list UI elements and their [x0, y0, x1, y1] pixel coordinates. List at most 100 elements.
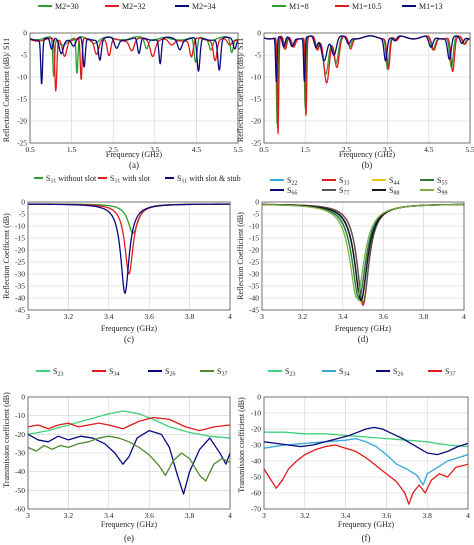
x-axis-label-f: Frequency (GHz) — [338, 520, 395, 529]
series-line-M2=32 — [29, 37, 239, 92]
x-tick-label: 5.5 — [233, 145, 243, 154]
plot-area-a — [29, 36, 239, 92]
series-line-M1=8 — [263, 35, 471, 125]
plot-area-c — [27, 203, 231, 294]
y-tick-label: -70 — [251, 505, 261, 514]
y-tick-label: -60 — [15, 505, 25, 514]
y-tick-label: -45 — [15, 306, 25, 315]
x-tick-label: 3.6 — [145, 511, 155, 520]
y-tick-label: -10 — [251, 73, 261, 82]
series-line-M1=13 — [263, 35, 471, 83]
series-line-S55 — [261, 203, 465, 299]
y-tick-label: -25 — [249, 258, 259, 267]
y-tick-label: -20 — [251, 425, 261, 434]
x-tick-label: 3.8 — [419, 312, 429, 321]
y-tick-label: -10 — [249, 222, 259, 231]
grid-f — [263, 396, 469, 510]
legend-label: S26 — [165, 367, 175, 378]
legend-label: M1=8 — [289, 2, 309, 11]
y-tick-label: -25 — [251, 139, 261, 148]
series-line-S44 — [261, 203, 465, 304]
series-line-S26 — [263, 426, 469, 456]
x-axis-label-d: Frequency (GHz) — [335, 324, 392, 333]
y-tick-label: -40 — [15, 294, 25, 303]
y-tick-label: -15 — [15, 234, 25, 243]
panel-c: S11 without slot S11 with slot S11 with sl… — [2, 174, 241, 344]
x-tick-label: 0.5 — [259, 145, 269, 154]
y-tick-label: -20 — [249, 246, 259, 255]
x-tick-label: 3.5 — [150, 145, 160, 154]
legend-label: S34 — [109, 367, 119, 378]
y-tick-label: -25 — [15, 258, 25, 267]
y-tick-label: -30 — [15, 449, 25, 458]
legend-label: M1=10.5 — [352, 2, 382, 11]
panel-label-d: (d) — [358, 334, 369, 344]
y-tick-label: -15 — [251, 95, 261, 104]
panel-b: M1=8 M1=10.5 M1=13 0.5 1.5 2.5 3.5 4.5 5.5 0 -5 -1… — [236, 2, 474, 170]
y-tick-label: -20 — [15, 246, 25, 255]
axes-a: 0.5 1.5 2.5 3.5 4.5 5.5 0 -5 -10 -15 -20 -25 — [17, 29, 243, 155]
x-tick-label: 2.5 — [109, 145, 119, 154]
x-tick-label: 3.4 — [341, 511, 351, 520]
y-axis-label-f: Transmission coefficient (dB) — [237, 397, 246, 493]
series-line-S37 — [263, 444, 469, 505]
y-tick-label: -15 — [17, 95, 27, 104]
plot-frame — [263, 32, 471, 144]
series-line-S99 — [261, 203, 465, 299]
grid-b — [263, 32, 471, 144]
x-tick-label: 3.6 — [379, 312, 389, 321]
axes-d: 3 3.2 3.4 3.6 3.8 4 0 -5 -10 -15 -20 -25 -30 -35 -40 -4… — [249, 198, 466, 322]
x-axis-label-b: Frequency (GHz) — [339, 150, 396, 159]
legend-label: S23 — [285, 367, 295, 378]
x-tick-label: 4.5 — [192, 145, 202, 154]
legend-label: S37 — [217, 367, 227, 378]
y-tick-label: -10 — [15, 411, 25, 420]
y-axis-label-b: Reflection Coefficient (dB)/ S11 — [236, 38, 245, 142]
y-tick-label: -10 — [17, 73, 27, 82]
y-tick-label: -30 — [249, 270, 259, 279]
panel-f: S23 S34 S26 S37 3 3.2 3.4 3.6 3.8 4 0 -10 -20 -30 -40… — [237, 367, 470, 543]
legend-label: S37 — [445, 367, 455, 378]
y-tick-label: -10 — [15, 222, 25, 231]
y-tick-label: -30 — [15, 270, 25, 279]
grid-e — [27, 396, 231, 510]
series-line-S26 — [27, 429, 231, 495]
series-line-S34 — [263, 437, 469, 486]
legend-label: S11 without slot — [46, 174, 97, 185]
y-tick-label: -50 — [251, 473, 261, 482]
plot-area-d — [261, 203, 465, 306]
x-tick-label: 3.8 — [423, 511, 433, 520]
legend-label: S44 — [389, 176, 399, 187]
legend-label: S23 — [53, 367, 63, 378]
y-tick-label: -60 — [251, 489, 261, 498]
x-tick-label: 4 — [462, 312, 466, 321]
legend-label: M2=32 — [122, 2, 146, 11]
legend-label: S11 with slot & stub — [177, 174, 241, 185]
x-tick-label: 3.5 — [383, 145, 393, 154]
y-tick-label: -35 — [249, 282, 259, 291]
panel-label-b: (b) — [362, 160, 373, 170]
x-tick-label: 2.5 — [342, 145, 352, 154]
legend-label: S33 — [339, 176, 349, 187]
y-axis-label-e: Transmission coefficient (dB) — [2, 392, 11, 488]
legend-a: M2=30 M2=32 M2=34 — [38, 2, 216, 11]
legend-e: S23 S34 S26 S37 — [36, 367, 227, 378]
x-axis-label-c: Frequency (GHz) — [101, 324, 158, 333]
legend-d: S22 S33 S44 S55 S66 S77 S88 S99 — [270, 176, 447, 197]
y-tick-label: -35 — [15, 282, 25, 291]
y-tick-label: -40 — [251, 457, 261, 466]
legend-label: S11 with slot — [110, 174, 151, 185]
series-line-M2=34 — [29, 36, 239, 85]
plot-area-b — [263, 35, 471, 134]
legend-label: S66 — [287, 186, 297, 197]
x-tick-label: 3.6 — [145, 312, 155, 321]
x-axis-label-a: Frequency (GHz) — [106, 150, 163, 159]
y-axis-label-a: Reflection Coefficient (dB)/ S11 — [2, 38, 11, 142]
series-line-S23 — [264, 431, 469, 448]
x-tick-label: 3 — [26, 312, 30, 321]
y-tick-label: -10 — [251, 409, 261, 418]
x-tick-label: 3.4 — [338, 312, 348, 321]
y-tick-label: 0 — [23, 29, 27, 38]
grid-a — [29, 32, 239, 144]
x-tick-label: 5.5 — [465, 145, 474, 154]
